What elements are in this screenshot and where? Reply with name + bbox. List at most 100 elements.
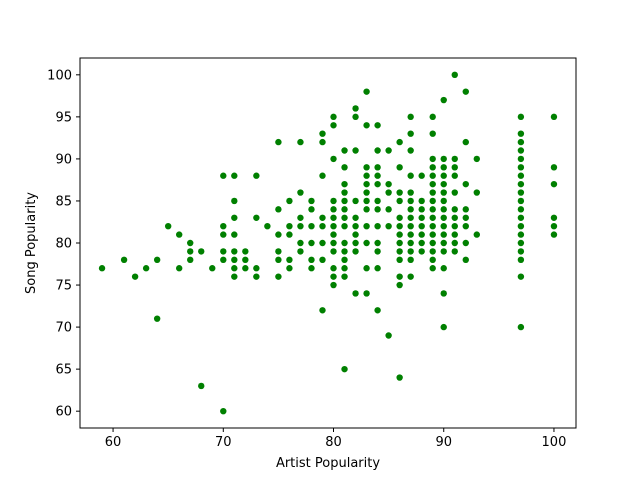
data-point [396, 273, 403, 280]
data-point [297, 248, 304, 255]
data-point [341, 365, 348, 373]
data-point [407, 222, 414, 230]
data-point [330, 273, 337, 280]
points-layer [98, 71, 558, 415]
data-point [429, 256, 436, 264]
data-point [407, 256, 414, 264]
data-point [418, 248, 425, 255]
data-point [209, 265, 216, 272]
data-point [253, 273, 260, 280]
data-point [407, 273, 414, 280]
data-point [418, 197, 425, 205]
data-point [396, 197, 403, 205]
data-point [385, 332, 392, 339]
data-point [517, 206, 525, 213]
data-point [440, 164, 447, 171]
data-point [462, 180, 469, 188]
data-point [330, 248, 337, 255]
data-point [429, 206, 436, 213]
data-point [341, 164, 348, 171]
data-point [352, 113, 359, 121]
data-point [231, 197, 238, 205]
data-point [407, 147, 414, 154]
data-point [462, 239, 469, 247]
data-point [198, 248, 205, 255]
data-point [407, 248, 414, 255]
data-point [231, 231, 238, 238]
data-point [451, 172, 458, 179]
data-point [396, 214, 403, 221]
data-point [308, 197, 315, 205]
data-point [363, 206, 370, 213]
data-point [418, 231, 425, 238]
data-point [429, 214, 436, 221]
data-point [429, 239, 436, 247]
data-point [308, 265, 315, 272]
data-point [220, 407, 227, 415]
x-tick-label: 60 [105, 435, 122, 450]
data-point [231, 172, 238, 179]
data-point [297, 239, 304, 247]
data-point [440, 155, 447, 163]
data-point [319, 307, 326, 314]
data-point [220, 231, 227, 238]
x-tick-label: 100 [542, 435, 567, 450]
data-point [330, 231, 337, 238]
data-point [187, 256, 194, 264]
data-point [385, 189, 392, 196]
data-point [330, 206, 337, 213]
data-point [330, 281, 337, 289]
y-axis-ticks: 60 65 70 75 80 85 90 95 100 [47, 68, 80, 420]
y-tick-label: 80 [55, 237, 72, 252]
data-point [352, 214, 359, 221]
data-point [330, 222, 337, 230]
data-point [308, 239, 315, 247]
data-point [153, 315, 161, 322]
data-point [396, 256, 403, 264]
data-point [451, 164, 458, 171]
data-point [462, 256, 469, 264]
data-point [462, 88, 469, 95]
data-point [396, 248, 403, 255]
data-point [440, 96, 447, 104]
data-point [319, 256, 326, 264]
data-point [330, 197, 337, 205]
x-tick-label: 90 [435, 435, 452, 450]
data-point [275, 273, 282, 280]
data-point [363, 164, 370, 171]
y-tick-label: 65 [55, 363, 72, 378]
data-point [176, 265, 183, 272]
data-point [275, 248, 282, 255]
data-point [396, 189, 403, 196]
data-point [396, 281, 403, 289]
data-point [517, 214, 525, 221]
data-point [385, 206, 392, 213]
data-point [341, 239, 348, 247]
x-tick-label: 80 [325, 435, 342, 450]
data-point [242, 248, 249, 255]
data-point [385, 147, 392, 154]
data-point [407, 206, 414, 213]
data-point [550, 214, 558, 221]
data-point [440, 323, 447, 331]
data-point [341, 206, 348, 213]
data-point [517, 138, 525, 146]
data-point [451, 189, 458, 196]
data-point [550, 113, 558, 121]
data-point [440, 206, 447, 213]
data-point [440, 239, 447, 247]
data-point [341, 197, 348, 205]
data-point [517, 172, 525, 179]
data-point [440, 231, 447, 238]
data-point [352, 222, 359, 230]
x-axis-label: Artist Popularity [276, 456, 380, 471]
data-point [374, 147, 381, 154]
data-point [330, 214, 337, 221]
data-point [308, 256, 315, 264]
data-point [440, 197, 447, 205]
data-point [297, 214, 304, 221]
y-tick-label: 85 [55, 194, 72, 209]
data-point [297, 222, 304, 230]
